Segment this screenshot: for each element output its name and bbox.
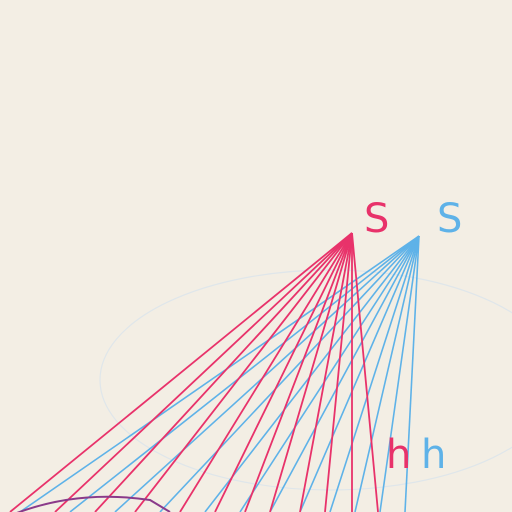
red-ray-10: [324, 232, 353, 512]
apex-label-blue: S: [437, 196, 462, 242]
blue-ray-9: [329, 235, 420, 512]
red-ray-4: [134, 232, 353, 512]
red-ray-5: [179, 232, 353, 512]
blue-ray-2: [69, 235, 420, 512]
apex-label-red: S: [364, 196, 389, 242]
red-ray-12: [351, 232, 379, 512]
blue-ray-4: [159, 235, 420, 512]
blue-ray-5: [204, 235, 420, 512]
red-ray-1: [9, 232, 353, 512]
blue-ray-12: [404, 235, 420, 512]
red-ray-8: [269, 232, 353, 512]
red-ray-7: [244, 232, 353, 512]
height-label-red: h: [386, 432, 411, 478]
base-circle-arc: [16, 495, 171, 512]
height-label-blue: h: [421, 432, 446, 478]
blue-ray-7: [269, 235, 420, 512]
red-ray-3: [94, 232, 353, 512]
red-ray-group: [9, 232, 379, 512]
red-ray-6: [214, 232, 353, 512]
blue-ray-10: [354, 235, 420, 512]
red-ray-2: [54, 232, 353, 512]
blue-ray-8: [299, 235, 420, 512]
red-ray-9: [299, 232, 353, 512]
blue-ray-3: [114, 235, 420, 512]
blue-ray-11: [379, 235, 420, 512]
blue-ray-group: [19, 235, 420, 512]
blue-ray-6: [239, 235, 420, 512]
